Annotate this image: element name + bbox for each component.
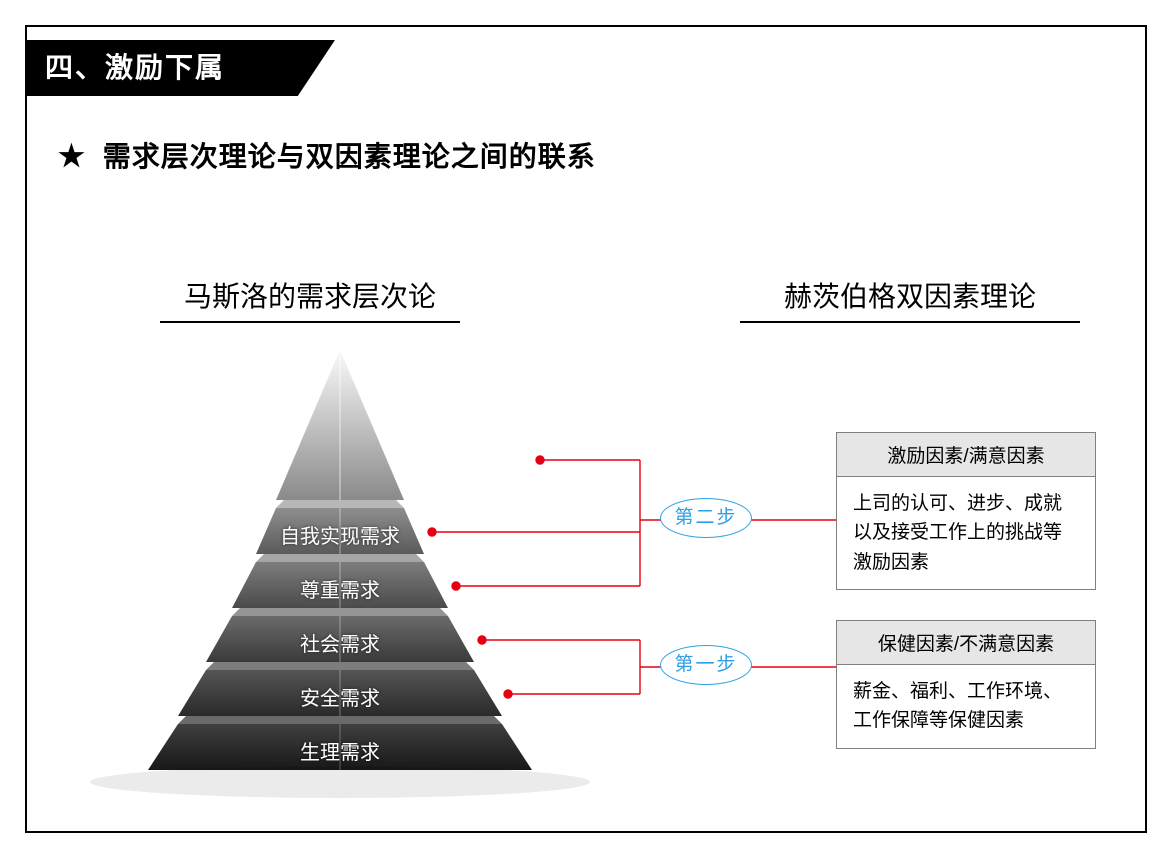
section-header-text: 四、激励下属: [45, 52, 225, 83]
subtitle-text: 需求层次理论与双因素理论之间的联系: [103, 141, 596, 172]
pyramid-level-1: [232, 554, 448, 608]
pyramid-level-0: [256, 500, 424, 554]
right-column-title: 赫茨伯格双因素理论: [740, 275, 1080, 323]
star-icon: ★: [58, 140, 86, 173]
step-bubble-1: 第一步: [660, 645, 752, 685]
pyramid-level-4: [148, 716, 532, 770]
section-header: 四、激励下属: [25, 40, 335, 96]
pyramid-level-2: [206, 608, 474, 662]
motivator-factors-body: 上司的认可、进步、成就以及接受工作上的挑战等激励因素: [837, 477, 1095, 589]
maslow-pyramid: [70, 340, 610, 820]
step-bubble-2: 第二步: [660, 498, 752, 538]
pyramid-level-3: [178, 662, 502, 716]
motivator-factors-box: 激励因素/满意因素 上司的认可、进步、成就以及接受工作上的挑战等激励因素: [836, 432, 1096, 590]
subtitle: ★ 需求层次理论与双因素理论之间的联系: [58, 135, 596, 175]
motivator-factors-header: 激励因素/满意因素: [837, 433, 1095, 477]
left-column-title: 马斯洛的需求层次论: [160, 275, 460, 323]
hygiene-factors-box: 保健因素/不满意因素 薪金、福利、工作环境、工作保障等保健因素: [836, 620, 1096, 749]
hygiene-factors-header: 保健因素/不满意因素: [837, 621, 1095, 665]
hygiene-factors-body: 薪金、福利、工作环境、工作保障等保健因素: [837, 665, 1095, 748]
